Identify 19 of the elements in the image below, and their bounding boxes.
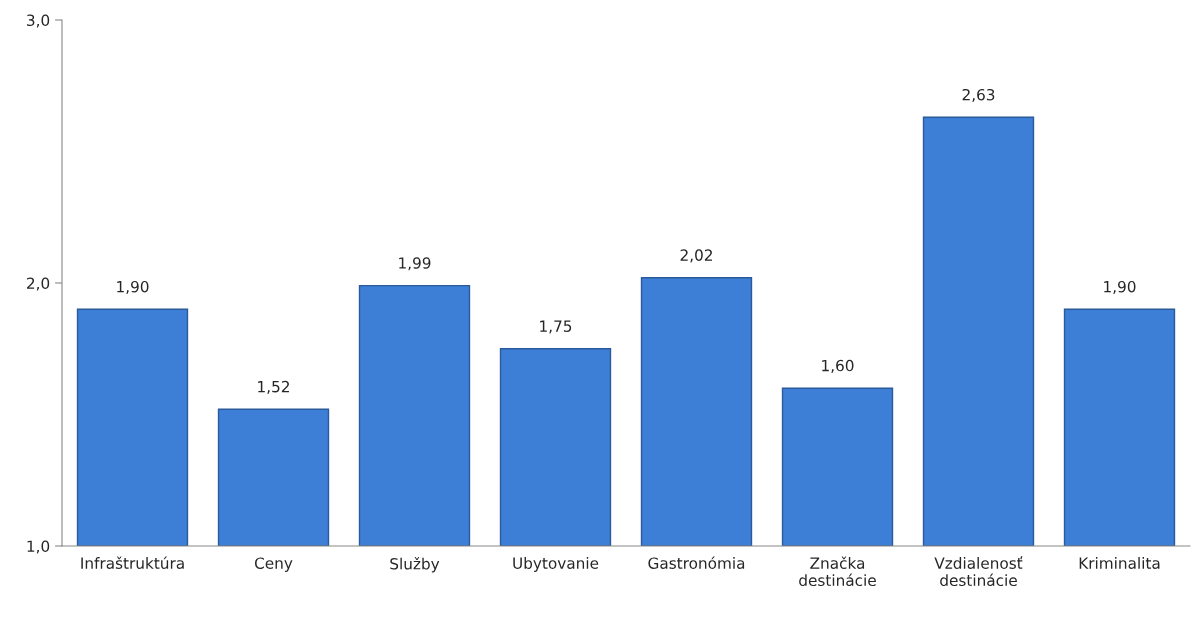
x-tick-label: Infraštruktúra (81, 556, 184, 569)
x-tick-label: Služby (390, 557, 440, 573)
y-tick-label: 1,0 (27, 540, 50, 554)
x-tick-label: Gastronómia (648, 556, 745, 569)
data-label: 2,63 (962, 88, 995, 103)
x-tick-label: Kriminalita (1079, 557, 1160, 569)
x-tick-label: Ubytovanie (513, 557, 599, 572)
data-label: 1,52 (258, 380, 289, 394)
data-label: 1,99 (399, 257, 431, 271)
data-label: 1,60 (822, 359, 854, 373)
y-tick-label: 3,0 (27, 14, 50, 28)
x-tick-label: Ceny (254, 557, 293, 572)
x-tick-label: Značka destinácie (799, 556, 876, 587)
y-tick-label: 2,0 (27, 277, 50, 291)
data-label: 1,90 (1104, 280, 1136, 295)
data-label: 1,75 (540, 320, 572, 334)
data-label: 2,02 (680, 249, 712, 263)
x-tick-label: Vzdialenosť destinácie (934, 556, 1023, 587)
data-label: 1,90 (117, 280, 149, 295)
